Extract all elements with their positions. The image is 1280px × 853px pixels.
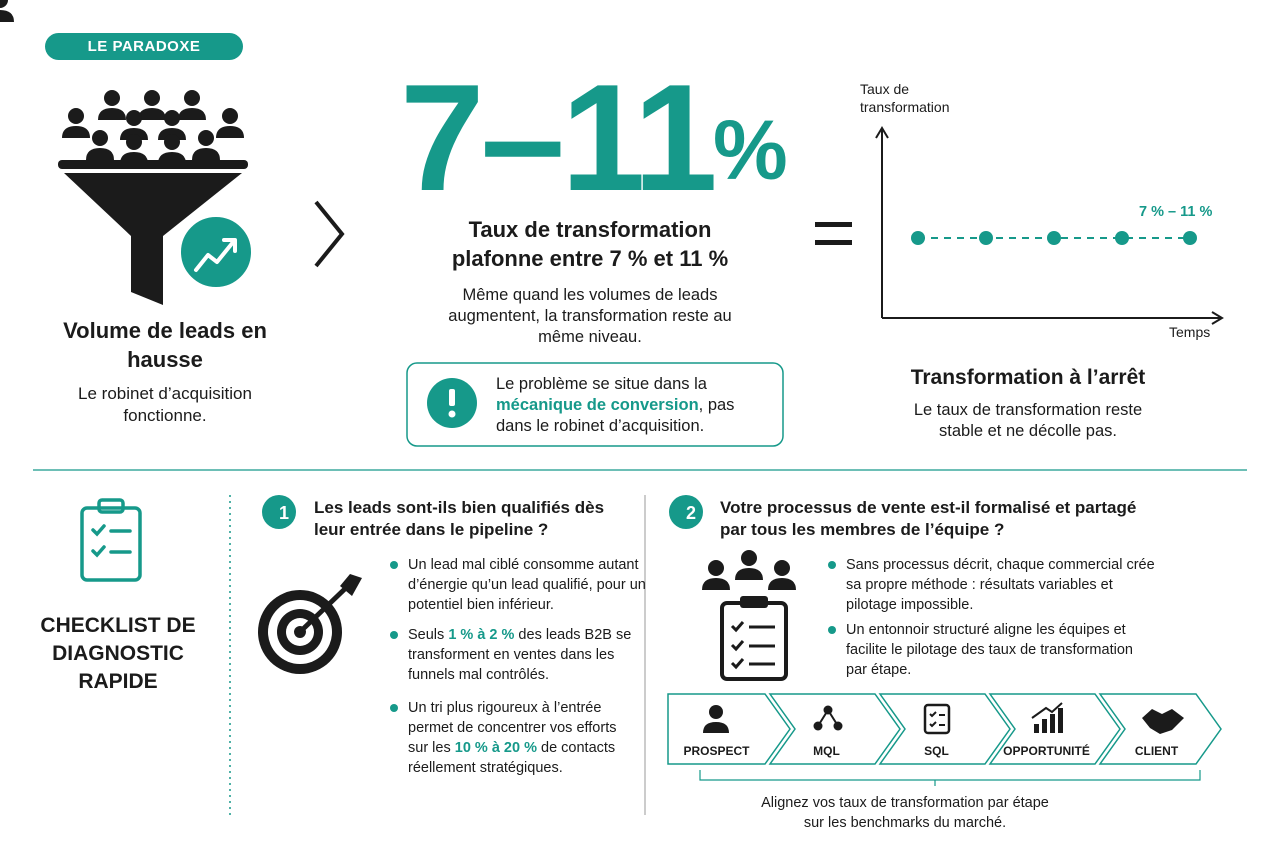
- bullet: Seuls 1 % à 2 % des leads B2B se transfo…: [390, 625, 638, 685]
- highlight: 10 % à 20 %: [454, 740, 537, 756]
- big-unit: %: [713, 103, 788, 197]
- number: 2: [686, 503, 697, 523]
- text: Seuls: [408, 627, 449, 643]
- number: 1: [279, 503, 290, 523]
- stage-label: SQL: [924, 744, 949, 758]
- x-axis-label: Temps: [1169, 324, 1211, 340]
- text: Un lead mal ciblé consomme autant d’éner…: [408, 557, 646, 613]
- question: Les leads sont-ils bien qualifiés dès le…: [314, 498, 605, 539]
- badge: LE PARADOXE: [45, 33, 243, 60]
- text: de contacts réellement stratégiques.: [408, 740, 616, 776]
- target-icon: [258, 574, 362, 674]
- y-axis-label: Taux de transformation: [860, 81, 950, 115]
- text: Sans processus décrit, chaque commercial…: [846, 557, 1155, 613]
- mini-chart: [875, 126, 1224, 325]
- center-text: Même quand les volumes de leads augmente…: [448, 286, 732, 346]
- bullet: Un tri plus rigoureux à l’entrée permet …: [390, 698, 638, 778]
- text: Le problème se situe dans la: [496, 375, 707, 393]
- checklist-title: CHECKLIST DE DIAGNOSTIC RAPIDE: [40, 614, 196, 693]
- alert-text: Le problème se situe dans la mécanique d…: [496, 374, 771, 437]
- bullet: Un lead mal ciblé consomme autant d’éner…: [390, 555, 648, 615]
- right-title: Transformation à l’arrêt: [910, 366, 1146, 389]
- text: Un tri plus rigoureux à l’entrée permet …: [408, 700, 617, 756]
- left-title: Volume de leads en hausse: [63, 318, 267, 372]
- highlight: mécanique de conversion: [496, 396, 699, 414]
- left-text: Le robinet d’acquisition fonctionne.: [78, 384, 252, 425]
- stage-icons: [703, 702, 1184, 735]
- center-title: Taux de transformation plafonne entre 7 …: [451, 217, 729, 271]
- right-text: Le taux de transformation reste stable e…: [913, 401, 1143, 440]
- stage-label: OPPORTUNITÉ: [1003, 744, 1090, 758]
- footer: Alignez vos taux de transformation par é…: [761, 795, 1049, 831]
- big-number: 7–11: [400, 53, 718, 223]
- highlight: 1 % à 2 %: [448, 627, 515, 643]
- stage-label: PROSPECT: [683, 744, 750, 758]
- people-icon: [0, 0, 248, 305]
- clipboard-icon: [80, 498, 142, 582]
- stage-label: MQL: [813, 744, 840, 758]
- text: des leads B2B se transforment en ventes …: [408, 627, 632, 683]
- team-icon: [702, 550, 796, 681]
- bullet: Un entonnoir structuré aligne les équipe…: [828, 620, 1146, 680]
- stage-label: CLIENT: [1134, 744, 1179, 758]
- stage-arrows: [667, 693, 1222, 786]
- bullet: Sans processus décrit, chaque commercial…: [828, 555, 1156, 615]
- trend-icon: [177, 213, 255, 291]
- equals: [815, 222, 852, 245]
- question: Votre processus de vente est-il formalis…: [720, 498, 1137, 539]
- chevron: [314, 200, 345, 268]
- text: Un entonnoir structuré aligne les équipe…: [846, 622, 1133, 678]
- alert-box: [406, 362, 784, 447]
- range-label: 7 % – 11 %: [1139, 204, 1213, 220]
- text: , pas dans le robinet d’acquisition.: [496, 396, 735, 435]
